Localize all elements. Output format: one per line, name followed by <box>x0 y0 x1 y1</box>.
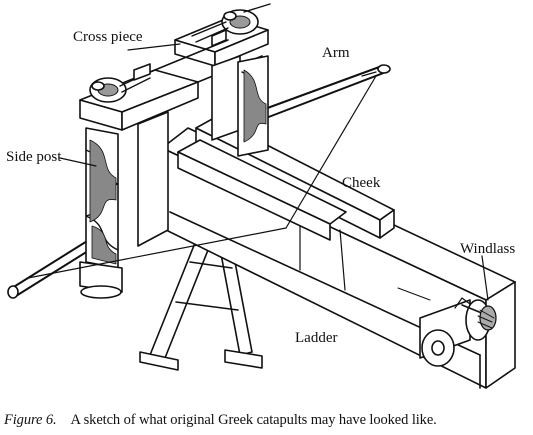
label-cross-piece: Cross piece <box>73 29 143 45</box>
label-ladder: Ladder <box>295 330 338 346</box>
label-arm: Arm <box>322 45 350 61</box>
label-windlass: Windlass <box>460 241 516 257</box>
label-side-post: Side post <box>6 149 62 165</box>
leader-cross-piece <box>127 43 181 51</box>
frame <box>79 3 271 299</box>
leader-lines <box>27 43 489 301</box>
figure-caption: Figure 6. A sketch of what original Greek… <box>4 412 437 429</box>
figure-number: Figure 6. <box>4 412 57 428</box>
leader-arm-upper <box>361 71 377 77</box>
leader-side-post <box>59 157 97 167</box>
leader-arm-to-lower <box>285 75 377 229</box>
leader-windlass <box>481 255 489 301</box>
leader-arm-lower <box>27 227 287 279</box>
arms <box>7 64 391 299</box>
caption-text: A sketch of what original Greek catapult… <box>70 412 437 428</box>
windlass-drum <box>419 297 497 367</box>
label-cheek: Cheek <box>342 175 381 191</box>
